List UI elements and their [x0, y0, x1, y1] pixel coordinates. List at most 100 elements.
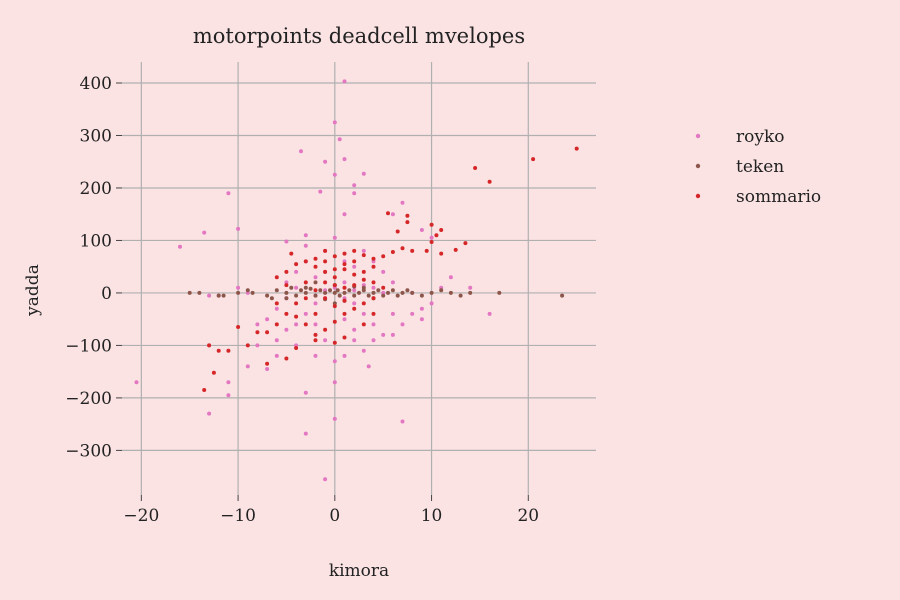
data-point-royko [313, 275, 318, 280]
data-point-sommario [313, 311, 318, 316]
data-point-sommario [294, 262, 299, 267]
data-point-teken [357, 290, 361, 295]
data-point-sommario [323, 296, 328, 301]
data-point-sommario [381, 254, 386, 259]
data-point-sommario [342, 335, 347, 340]
y-tick-label: 400 [80, 74, 112, 94]
data-point-teken [400, 290, 405, 295]
data-point-royko [318, 189, 323, 194]
data-point-royko [245, 364, 250, 369]
data-point-teken [274, 288, 279, 293]
data-point-royko [352, 191, 357, 196]
data-point-royko [390, 311, 395, 316]
data-point-sommario [323, 259, 328, 264]
data-point-royko [400, 322, 405, 327]
data-point-royko [361, 348, 366, 353]
data-point-sommario [255, 330, 260, 335]
data-point-sommario [323, 248, 328, 253]
data-point-royko [419, 306, 424, 311]
data-point-sommario [352, 272, 357, 277]
data-point-royko [265, 367, 270, 371]
data-point-royko [236, 226, 241, 231]
data-point-sommario [303, 259, 308, 264]
data-point-sommario [405, 220, 410, 225]
data-point-teken [299, 288, 303, 293]
data-point-sommario [473, 166, 478, 170]
data-point-sommario [429, 240, 434, 244]
data-point-sommario [439, 228, 444, 232]
data-point-teken [250, 290, 255, 295]
data-point-teken [560, 293, 565, 298]
data-point-royko [207, 293, 212, 298]
chart-title: motorpoints deadcell mvelopes [193, 24, 525, 48]
data-point-sommario [323, 327, 328, 332]
data-point-sommario [274, 301, 279, 306]
data-point-royko [390, 332, 395, 337]
data-point-royko [274, 338, 279, 343]
data-point-royko [342, 157, 347, 162]
data-point-sommario [294, 314, 299, 319]
data-points [134, 79, 579, 482]
data-point-royko [468, 285, 473, 290]
data-point-sommario [332, 340, 337, 345]
data-point-teken [497, 290, 502, 295]
data-point-sommario [487, 179, 492, 184]
data-point-teken [337, 293, 342, 298]
data-point-royko [202, 230, 207, 235]
data-point-teken [419, 293, 424, 298]
data-point-royko [352, 301, 357, 306]
data-point-sommario [342, 285, 347, 290]
data-point-royko [419, 317, 424, 322]
data-point-teken [221, 293, 226, 298]
data-point-teken [294, 293, 299, 298]
data-point-royko [207, 411, 212, 416]
x-tick-label: 0 [329, 506, 340, 526]
data-point-sommario [265, 361, 270, 366]
data-point-sommario [352, 259, 357, 264]
data-point-sommario [332, 304, 337, 309]
y-tick-label: −200 [65, 389, 112, 409]
data-point-royko [332, 235, 337, 240]
data-point-sommario [274, 322, 279, 327]
data-point-sommario [371, 264, 376, 269]
data-point-sommario [434, 233, 439, 238]
data-point-royko [303, 311, 308, 316]
data-point-sommario [332, 319, 337, 324]
data-point-royko [303, 431, 308, 436]
y-axis-title: yadda [23, 264, 43, 317]
y-tick-label: 200 [80, 179, 112, 199]
data-point-royko [265, 317, 270, 322]
data-point-teken [429, 290, 434, 295]
data-point-sommario [371, 296, 376, 301]
data-point-royko [400, 200, 405, 205]
data-point-sommario [303, 322, 308, 327]
legend-marker-royko [695, 133, 701, 139]
data-point-teken [335, 288, 340, 293]
y-tick-label: −100 [65, 336, 112, 356]
data-point-sommario [429, 222, 434, 227]
data-point-sommario [289, 251, 294, 256]
y-tick-label: 100 [80, 231, 112, 251]
data-point-royko [448, 275, 453, 280]
data-point-royko [284, 327, 289, 332]
data-point-teken [245, 288, 250, 293]
data-point-sommario [405, 213, 410, 218]
data-point-sommario [284, 269, 289, 274]
data-point-teken [395, 293, 400, 298]
legend-label-sommario: sommario [736, 187, 821, 207]
data-point-sommario [453, 247, 458, 252]
data-point-teken [439, 288, 444, 293]
data-point-royko [274, 306, 279, 311]
data-point-teken [381, 293, 386, 298]
data-point-sommario [400, 246, 405, 251]
data-point-royko [313, 322, 318, 327]
data-point-royko [226, 380, 231, 385]
data-point-sommario [390, 250, 395, 254]
data-point-royko [342, 353, 347, 358]
data-point-royko [352, 264, 357, 269]
data-point-royko [390, 280, 395, 285]
data-point-royko [303, 233, 308, 238]
x-tick-label: −10 [220, 506, 256, 526]
